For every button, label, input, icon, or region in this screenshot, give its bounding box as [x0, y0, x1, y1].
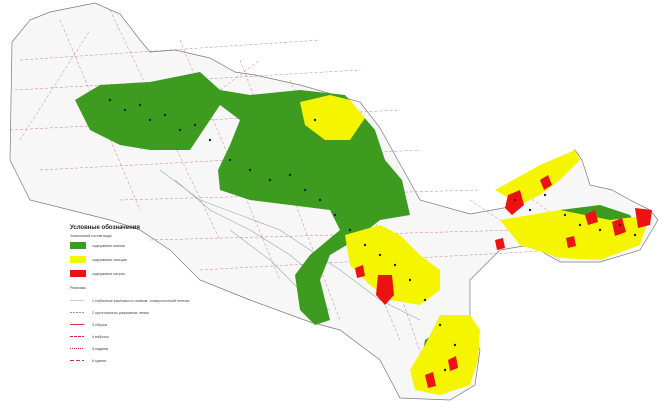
legend-subtitle: Химический состав воды: [70, 234, 112, 238]
legend-swatch-magnesium: [70, 242, 86, 249]
legend-line-label-6: 6 сдвиги: [92, 359, 107, 363]
calcium-zone-north: [300, 95, 365, 140]
legend-line-label-3: 3 сбросы: [92, 323, 108, 327]
calcium-zone-center: [345, 225, 440, 305]
legend-label-calcium: содержание кальция: [92, 258, 127, 262]
sample-points: [108, 98, 637, 372]
legend-line-label-2: 2 ортогонально-разрывные линии: [92, 311, 149, 315]
legend-line-3: [70, 324, 84, 325]
legend-line-5: [70, 348, 84, 349]
legend-line-6: [70, 360, 84, 361]
legend-line-label-5: 5 надвиги: [92, 347, 109, 351]
legend-line-label-1: 1 глубинные разломы по осевым - поверхно…: [92, 299, 190, 303]
legend-line-label-4: 4 взбросы: [92, 335, 109, 339]
legend-line-4: [70, 336, 84, 337]
legend-label-sodium: содержание натрия: [92, 272, 125, 276]
calcium-zone-east: [495, 150, 580, 205]
legend-line-1: [70, 300, 84, 301]
legend-label-magnesium: содержание магния: [92, 244, 125, 248]
legend-swatch-calcium: [70, 256, 86, 263]
legend-line-2: [70, 312, 84, 313]
map-legend: Условные обозначения Химический состав в…: [60, 222, 210, 372]
sodium-zones: [355, 175, 652, 388]
legend-swatch-sodium: [70, 270, 86, 277]
legend-title: Условные обозначения: [70, 225, 140, 231]
legend-section-faults: Разломы: [70, 286, 86, 290]
